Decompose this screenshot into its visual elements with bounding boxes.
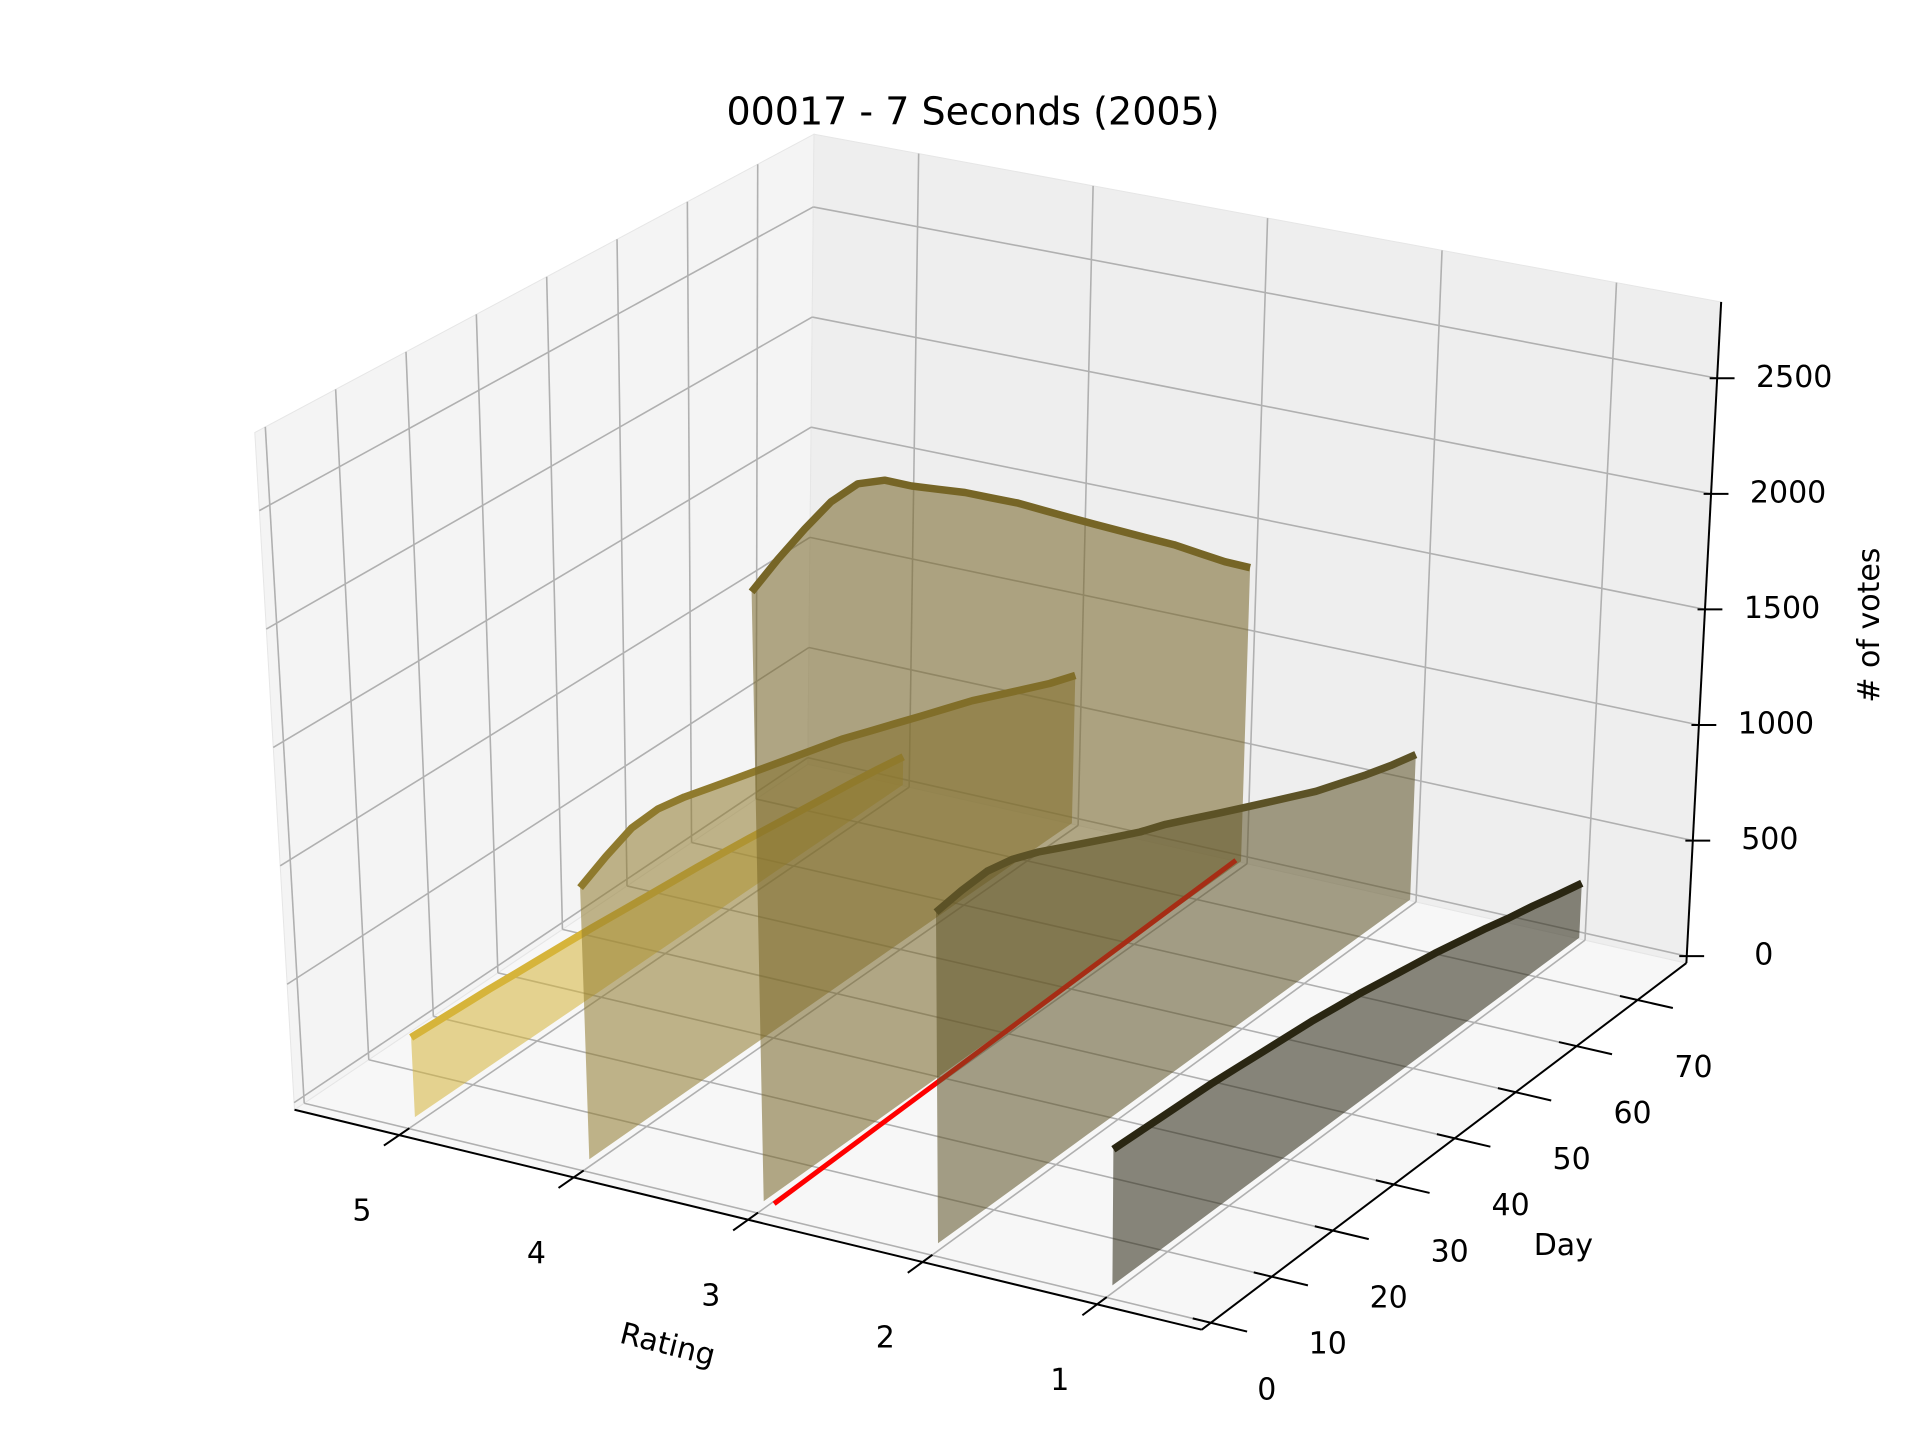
- x-tick: [1081, 1296, 1108, 1317]
- grid-line: [258, 206, 814, 512]
- axis-line: [1201, 962, 1687, 1331]
- z-tick-label: 0: [1754, 938, 1773, 973]
- x-tick: [383, 1127, 410, 1147]
- grid-line: [813, 206, 1718, 380]
- line: [748, 476, 1251, 595]
- z-tick-label: 2000: [1750, 475, 1826, 510]
- grid-line: [1096, 939, 1586, 1305]
- area: [936, 754, 1416, 1244]
- grid-line: [286, 646, 810, 985]
- x-axis-label: Rating: [616, 1316, 718, 1373]
- grid-line: [405, 351, 435, 1017]
- y-tick-label: 60: [1613, 1096, 1651, 1131]
- grid-line: [686, 201, 693, 843]
- y-tick: [1375, 1179, 1430, 1194]
- grid-line: [810, 426, 1706, 611]
- y-tick-label: 0: [1257, 1373, 1276, 1408]
- grid-line: [1415, 250, 1443, 902]
- grid-line: [922, 901, 1417, 1263]
- y-tick: [1558, 1041, 1613, 1056]
- grid-line: [616, 239, 628, 886]
- x-tick: [557, 1169, 585, 1189]
- x-tick-label: 3: [701, 1278, 720, 1313]
- z-tick-label: 2500: [1756, 360, 1832, 395]
- line: [1111, 879, 1584, 1153]
- grid-line: [545, 276, 564, 930]
- grid-line: [1584, 282, 1618, 941]
- x-tick-label: 4: [527, 1236, 546, 1271]
- y-tick: [1253, 1271, 1309, 1287]
- z-tick-label: 500: [1741, 822, 1798, 857]
- y-tick: [1436, 1133, 1491, 1148]
- grid-line: [1246, 218, 1269, 864]
- grid-line: [272, 426, 812, 749]
- y-axis-label: Day: [1534, 1228, 1593, 1263]
- grid-line: [264, 426, 306, 1104]
- area: [751, 480, 1251, 1202]
- chart-title: 00017 - 7 Seconds (2005): [726, 90, 1219, 134]
- y-tick-label: 70: [1674, 1050, 1712, 1085]
- y-tick-label: 50: [1552, 1142, 1590, 1177]
- y-tick: [1497, 1087, 1552, 1102]
- grid-line: [265, 316, 813, 630]
- y-tick: [1314, 1225, 1369, 1241]
- z-tick-label: 1000: [1738, 707, 1814, 742]
- y-tick: [1619, 995, 1674, 1010]
- x-tick: [907, 1254, 934, 1274]
- z-axis-label: # of votes: [1852, 548, 1887, 703]
- grid-line: [475, 314, 499, 973]
- x-tick: [732, 1211, 759, 1232]
- y-tick-label: 30: [1431, 1234, 1469, 1269]
- area: [1112, 883, 1582, 1286]
- x-tick-label: 2: [876, 1321, 895, 1356]
- grid-line: [279, 536, 811, 867]
- line: [933, 751, 1418, 916]
- axis-line: [1685, 301, 1723, 964]
- y-tick-label: 20: [1370, 1280, 1408, 1315]
- x-tick-label: 1: [1050, 1363, 1069, 1398]
- y-tick: [1192, 1317, 1248, 1333]
- z-tick-label: 1500: [1744, 591, 1820, 626]
- y-tick-label: 10: [1309, 1327, 1347, 1362]
- grid-line: [334, 389, 370, 1060]
- grid-line: [812, 316, 1712, 495]
- x-tick-label: 5: [352, 1194, 371, 1229]
- y-tick-label: 40: [1492, 1188, 1530, 1223]
